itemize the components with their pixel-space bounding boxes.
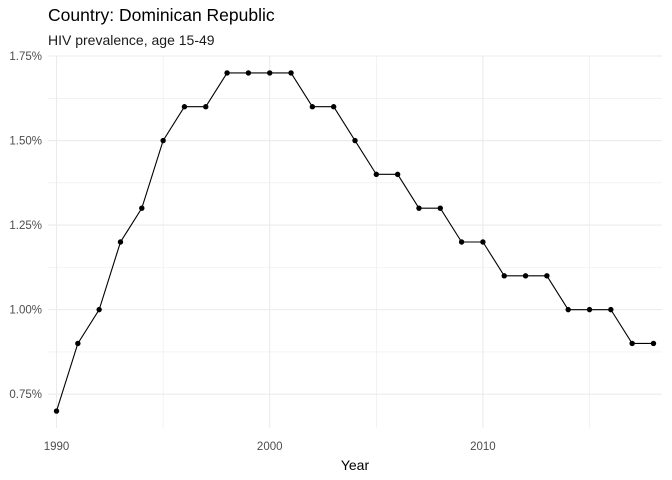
y-axis-tick-labels: 0.75% 1.00% 1.25% 1.50% 1.75% [9,51,42,401]
y-tick-label: 0.75% [9,389,42,401]
data-point [203,104,209,110]
y-tick-label: 1.50% [9,136,42,148]
chart-title: Country: Dominican Republic [48,5,275,25]
data-point [565,306,571,313]
data-point [629,340,635,347]
data-point [117,239,124,245]
x-axis-tick-labels: 1990 2000 2010 [44,441,496,453]
major-gridlines [48,55,662,428]
data-point [288,70,294,76]
data-point [267,70,273,76]
chart-subtitle: HIV prevalence, age 15-49 [48,32,215,48]
data-point [522,273,529,279]
data-point [416,205,422,211]
data-point [75,340,81,347]
y-tick-label: 1.75% [9,51,42,63]
data-point [309,104,316,110]
data-point [245,70,252,76]
x-axis-title: Year [341,457,370,473]
data-point [608,306,614,313]
x-tick-label: 1990 [44,441,70,453]
data-point [544,273,550,279]
y-tick-label: 1.00% [9,305,42,317]
series-layer [53,70,657,414]
data-point [160,137,166,144]
minor-gridlines [48,56,662,428]
data-point [586,306,593,313]
x-tick-label: 2000 [257,441,283,453]
data-point [437,205,443,211]
data-point [394,171,401,178]
data-point [650,340,657,347]
data-point [139,205,145,211]
data-point [352,137,358,144]
y-tick-label: 1.25% [9,220,42,232]
data-point [181,104,188,110]
series-line [56,72,654,412]
data-point [458,239,465,245]
data-point [373,171,380,178]
data-point [330,104,337,110]
data-point [480,239,486,245]
x-tick-label: 2010 [470,441,496,453]
data-point [53,408,60,414]
data-point [501,273,507,279]
data-point [96,306,102,313]
data-point [224,70,230,76]
